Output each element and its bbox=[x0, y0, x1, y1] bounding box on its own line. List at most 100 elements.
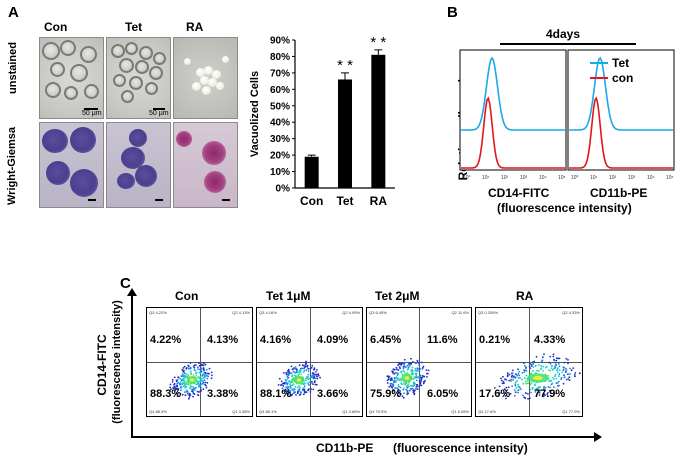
facs-event-dot bbox=[199, 375, 202, 378]
facs-event-dot bbox=[532, 370, 534, 372]
facs-event-dot bbox=[395, 366, 398, 369]
facs-gate-lr: Q1 6.05% bbox=[451, 409, 469, 414]
facs-event-dot bbox=[415, 388, 417, 390]
facs-event-dot bbox=[561, 371, 564, 374]
facs-event-dot bbox=[179, 381, 182, 383]
facs-event-dot bbox=[296, 371, 299, 374]
facs-event-dot bbox=[187, 365, 190, 367]
facs-event-dot bbox=[396, 372, 398, 374]
facs-event-dot bbox=[416, 359, 419, 362]
facs-event-dot bbox=[511, 385, 513, 387]
facs-event-dot bbox=[526, 379, 529, 382]
facs-event-dot bbox=[426, 372, 428, 375]
facs-event-dot bbox=[558, 384, 560, 387]
histogram-axis-tick: 10⁴ bbox=[647, 175, 655, 181]
facs-event-dot bbox=[300, 368, 302, 370]
facs-event-dot bbox=[393, 379, 396, 382]
facs-event-dot bbox=[307, 389, 309, 391]
histogram-axis-tick: 10³ bbox=[628, 175, 636, 181]
facs-event-dot bbox=[180, 375, 183, 378]
facs-event-dot bbox=[410, 371, 413, 373]
facs-event-dot bbox=[316, 369, 318, 371]
facs-event-dot bbox=[554, 363, 557, 365]
facs-event-dot bbox=[518, 376, 521, 379]
facs-event-dot bbox=[427, 369, 430, 372]
facs-gate-ur: Q2 4.09% bbox=[342, 310, 360, 315]
facs-event-dot bbox=[416, 370, 419, 372]
facs-event-dot bbox=[406, 368, 409, 371]
facs-event-dot bbox=[305, 362, 307, 364]
facs-event-dot bbox=[175, 379, 178, 382]
micrograph-ra-unstained bbox=[173, 37, 238, 119]
facs-event-dot bbox=[517, 389, 519, 392]
facs-event-dot bbox=[307, 367, 310, 370]
facs-event-dot bbox=[195, 374, 198, 377]
facs-event-dot bbox=[170, 388, 172, 391]
facs-event-dot bbox=[406, 391, 409, 393]
facs-gate-lr: Q1 77.9% bbox=[562, 409, 580, 414]
facs-event-dot bbox=[510, 378, 512, 381]
facs-event-dot bbox=[400, 370, 402, 373]
facs-event-dot bbox=[518, 374, 521, 377]
facs-event-dot bbox=[546, 365, 548, 368]
row-label-unstained: unstained bbox=[7, 42, 19, 94]
facs-event-dot bbox=[188, 396, 191, 398]
facs-value-lr: 3.66% bbox=[317, 388, 349, 400]
facs-event-dot bbox=[397, 369, 400, 371]
legend-label-tet: Tet bbox=[612, 56, 630, 70]
facs-event-dot bbox=[402, 387, 405, 390]
facs-event-dot bbox=[530, 365, 533, 367]
facs-event-dot bbox=[189, 384, 192, 386]
facs-event-dot bbox=[310, 381, 313, 384]
column-label-ra: RA bbox=[186, 20, 204, 34]
facs-event-dot bbox=[568, 376, 571, 379]
facs-event-dot bbox=[521, 372, 524, 374]
facs-event-dot bbox=[305, 360, 307, 363]
facs-event-dot bbox=[400, 393, 402, 395]
facs-event-dot bbox=[579, 372, 581, 375]
facs-title-tet-2um: Tet 2μM bbox=[375, 289, 420, 303]
facs-event-dot bbox=[200, 386, 202, 389]
facs-event-dot bbox=[555, 357, 558, 360]
facs-event-dot bbox=[398, 363, 401, 365]
facs-event-dot bbox=[171, 381, 174, 383]
bar-chart-y-tick-label: 60% bbox=[270, 85, 290, 96]
bar-chart-y-tick-label: 90% bbox=[270, 36, 290, 47]
facs-event-dot bbox=[203, 369, 205, 372]
facs-event-dot bbox=[313, 376, 315, 378]
facs-event-dot bbox=[504, 392, 506, 394]
facs-event-dot bbox=[563, 376, 566, 378]
facs-event-dot bbox=[573, 374, 576, 376]
facs-event-dot bbox=[202, 381, 205, 384]
facs-event-dot bbox=[514, 384, 517, 387]
facs-event-dot bbox=[530, 391, 532, 394]
facs-event-dot bbox=[298, 371, 301, 373]
bar-ra bbox=[371, 54, 386, 188]
facs-event-dot bbox=[187, 392, 190, 394]
y-axis-arrow bbox=[131, 292, 133, 438]
facs-event-dot bbox=[421, 361, 423, 364]
facs-event-dot bbox=[211, 374, 213, 377]
facs-event-dot bbox=[529, 372, 532, 375]
facs-event-dot bbox=[310, 366, 313, 369]
facs-event-dot bbox=[192, 374, 195, 376]
histogram-curve-con-cd11b bbox=[569, 96, 673, 169]
facs-event-dot bbox=[181, 373, 184, 376]
facs-event-dot bbox=[396, 394, 399, 397]
facs-event-dot bbox=[553, 378, 555, 380]
facs-event-dot bbox=[171, 378, 174, 381]
facs-event-dot bbox=[188, 394, 191, 397]
facs-event-dot bbox=[306, 382, 309, 384]
facs-event-dot bbox=[314, 383, 317, 386]
facs-event-dot bbox=[498, 392, 501, 394]
facs-event-dot bbox=[538, 391, 541, 394]
facs-event-dot bbox=[289, 383, 291, 386]
histogram-curve-tet-cd11b bbox=[569, 56, 673, 131]
facs-event-dot bbox=[287, 393, 289, 395]
facs-event-dot bbox=[407, 392, 410, 395]
facs-event-dot bbox=[420, 380, 423, 382]
facs-event-dot bbox=[410, 387, 412, 390]
facs-event-dot bbox=[523, 364, 526, 367]
facs-event-dot bbox=[525, 374, 528, 377]
facs-event-dot bbox=[189, 362, 192, 364]
